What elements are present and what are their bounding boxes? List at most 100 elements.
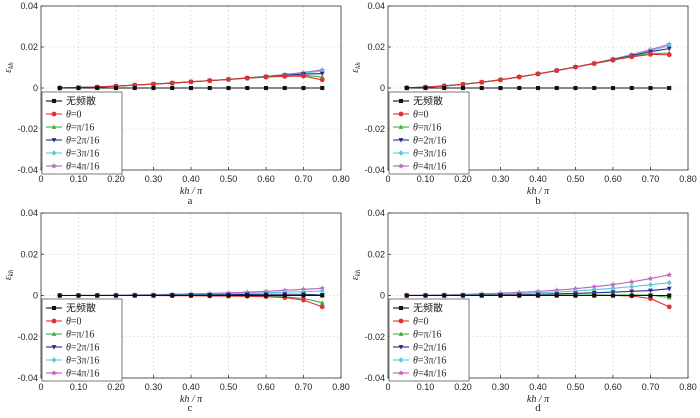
data-point <box>666 271 673 278</box>
data-point <box>442 293 447 298</box>
data-point <box>319 300 325 305</box>
data-point <box>479 79 485 85</box>
data-point <box>460 293 466 298</box>
legend-label: θ=2π/16 <box>413 136 446 147</box>
legend-marker <box>51 345 57 350</box>
legend-label: 无频散 <box>413 302 443 315</box>
data-point <box>188 85 194 91</box>
data-point <box>554 85 559 91</box>
data-point <box>188 293 194 298</box>
data-point <box>301 297 306 303</box>
x-tick-label: 0.30 <box>492 382 510 392</box>
data-point <box>319 288 325 294</box>
legend: 无频散 θ=0 θ=π/16 θ=2π/16 θ=3π/16 θ=4π/16 <box>41 91 123 175</box>
y-tick-label: -0.02 <box>364 332 385 342</box>
legend-label: θ=2π/16 <box>66 136 99 147</box>
legend-marker <box>398 124 404 129</box>
data-point <box>423 293 428 298</box>
data-point <box>226 76 231 82</box>
y-tick-label: -0.04 <box>17 373 38 383</box>
data-point <box>498 85 503 91</box>
x-tick-label: 0.10 <box>70 382 88 392</box>
data-point <box>629 283 635 290</box>
legend: 无频散 θ=0 θ=π/16 θ=2π/16 θ=3π/16 θ=4π/16 <box>388 91 470 175</box>
x-axis-label: kh / π <box>527 394 550 405</box>
x-tick-label: 0.20 <box>107 382 125 392</box>
data-point <box>629 293 634 298</box>
data-point <box>666 43 672 49</box>
legend-box <box>41 298 123 382</box>
data-point <box>319 74 325 79</box>
data-point <box>151 85 156 91</box>
data-point <box>151 81 156 87</box>
x-tick-label: 0.30 <box>492 174 510 184</box>
y-tick-label: 0 <box>380 291 385 301</box>
data-point <box>460 85 466 91</box>
data-point <box>535 293 541 298</box>
data-point <box>666 279 672 286</box>
data-point <box>188 79 194 85</box>
data-point <box>666 286 672 292</box>
legend-label: θ=4π/16 <box>66 369 99 380</box>
data-point <box>535 85 541 91</box>
data-point <box>666 304 672 310</box>
data-point <box>319 68 325 75</box>
y-tick-label: 0.04 <box>367 208 385 218</box>
legend-box <box>388 91 470 175</box>
legend: 无频散 θ=0 θ=π/16 θ=2π/16 θ=3π/16 θ=4π/16 <box>388 298 470 382</box>
x-tick-label: 0.60 <box>257 382 275 392</box>
x-tick-label: 0.60 <box>604 382 622 392</box>
data-point <box>170 85 175 91</box>
panel-label: a <box>188 195 193 207</box>
panel-d: 0 0.10 0.20 0.30 0.40 0.50 0.60 0.70 0.80 0.04 0.0… <box>350 208 697 414</box>
legend-label: θ=4π/16 <box>413 369 446 380</box>
data-point <box>245 293 250 298</box>
data-point <box>320 85 325 91</box>
legend-label: θ=0 <box>66 317 82 328</box>
data-point <box>592 85 597 91</box>
x-tick-label: 0.70 <box>642 382 660 392</box>
data-point <box>301 85 306 91</box>
x-tick-label: 0.70 <box>642 174 660 184</box>
data-point <box>76 85 81 91</box>
data-point <box>554 293 559 298</box>
data-point <box>319 71 325 77</box>
y-tick-label: -0.04 <box>17 165 38 175</box>
data-point <box>648 51 653 57</box>
legend-label: θ=π/16 <box>413 330 441 341</box>
legend-marker <box>51 357 57 363</box>
data-point <box>610 285 616 292</box>
data-point <box>667 85 672 91</box>
data-point <box>244 75 250 81</box>
panel-b: 0 0.10 0.20 0.30 0.40 0.50 0.60 0.70 0.80 0.04 0.0… <box>350 1 697 207</box>
x-tick-label: 0.70 <box>295 382 313 392</box>
legend-label: θ=π/16 <box>66 330 94 341</box>
data-point <box>573 64 578 70</box>
y-tick-label: 0.04 <box>20 208 38 218</box>
data-point <box>95 85 100 91</box>
x-tick-label: 0.50 <box>220 174 238 184</box>
legend-label: θ=3π/16 <box>413 149 446 160</box>
y-tick-label: 0.02 <box>367 249 385 259</box>
data-point <box>113 85 119 91</box>
data-point <box>319 285 326 291</box>
x-tick-label: 0.50 <box>567 174 585 184</box>
x-tick-label: 0.80 <box>332 382 350 392</box>
data-point <box>648 281 653 288</box>
y-axis-label: εkh <box>350 269 362 280</box>
data-point <box>319 77 325 83</box>
x-tick-label: 0.60 <box>257 174 275 184</box>
data-point <box>132 293 137 298</box>
data-point <box>207 293 212 298</box>
x-axis-label: kh / π <box>527 186 550 197</box>
x-tick-label: 0.30 <box>145 382 163 392</box>
data-point <box>169 80 175 86</box>
data-point <box>301 293 306 298</box>
y-tick-label: -0.02 <box>364 124 385 134</box>
legend-marker <box>51 369 57 376</box>
data-point <box>648 85 653 91</box>
data-point <box>320 293 325 298</box>
data-point <box>629 289 635 295</box>
legend-marker <box>398 357 404 363</box>
